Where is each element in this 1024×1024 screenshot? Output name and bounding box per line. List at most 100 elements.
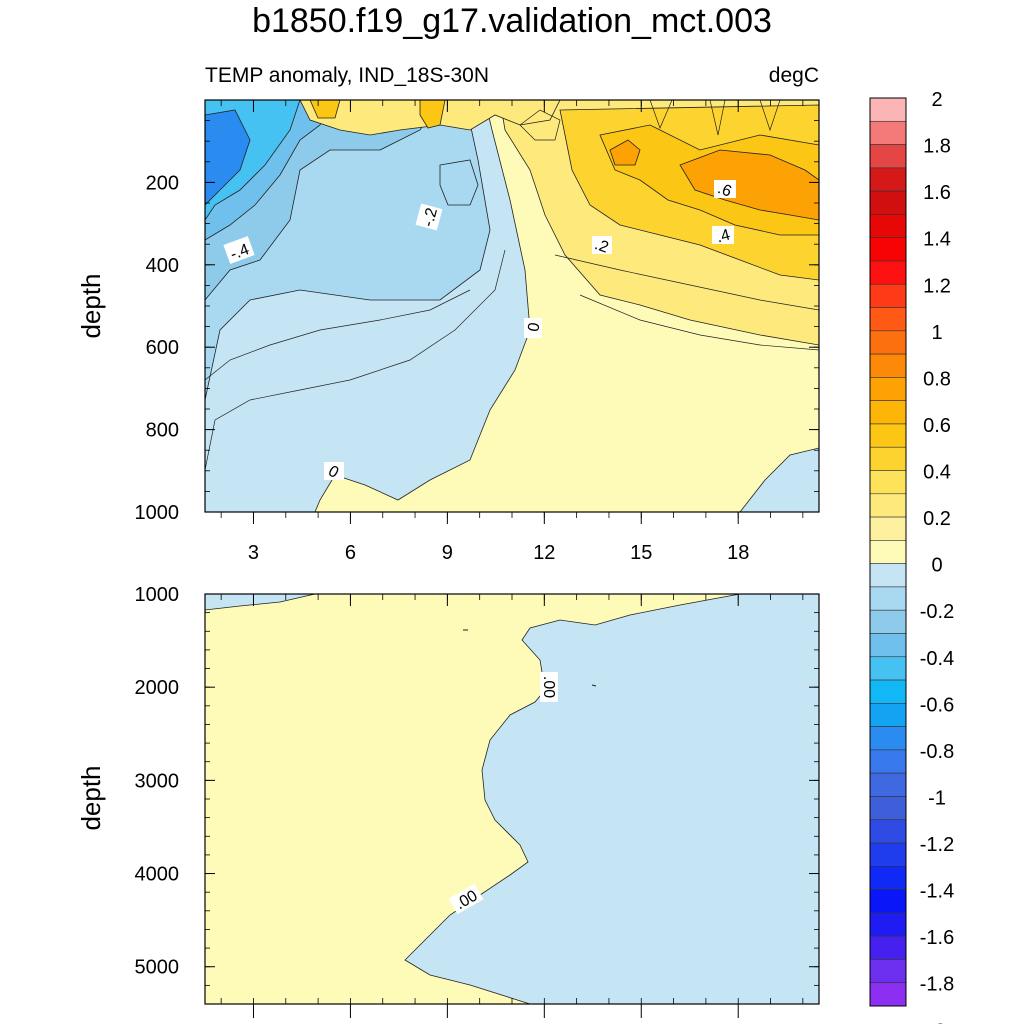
x-tick-label: 9 — [442, 542, 453, 564]
y-tick-label: 3000 — [135, 770, 180, 792]
y-tick-label: 5000 — [135, 957, 180, 979]
colorbar-swatch — [869, 749, 907, 774]
colorbar-swatch — [869, 889, 907, 914]
colorbar-label: -1.2 — [920, 834, 954, 856]
lower-fill-neg0-corner — [205, 594, 316, 611]
colorbar-swatch — [869, 400, 907, 425]
colorbar-label: -2 — [928, 1020, 946, 1024]
colorbar-swatch — [869, 97, 907, 122]
upper-fill-neg-pocket — [439, 159, 479, 206]
contour-label-neg04: -.4 — [228, 241, 251, 263]
colorbar-label: 2 — [931, 89, 942, 111]
colorbar-label: -0.2 — [920, 601, 954, 623]
colorbar-swatch — [869, 540, 907, 564]
colorbar-swatch — [869, 563, 907, 588]
upper-axes-ticks: 200 400 600 800 1000 3 6 9 12 15 18 — [135, 99, 819, 564]
colorbar-label: 1.2 — [923, 275, 951, 297]
colorbar-swatch — [869, 423, 907, 448]
colorbar-swatch — [869, 726, 907, 751]
y-tick-label: 600 — [146, 337, 179, 359]
x-tick-label: 12 — [533, 542, 555, 564]
upper-panel: TEMP anomaly, IND_18S-30N degC — [76, 64, 820, 564]
upper-fill-neg0-corner — [739, 447, 819, 512]
colorbar-swatch — [869, 493, 907, 518]
lower-fill-neg0 — [404, 594, 819, 1004]
colorbar-swatch — [869, 307, 907, 332]
colorbar-swatch — [869, 679, 907, 704]
upper-fill-pos-blob — [609, 139, 641, 166]
colorbar-label: 1.4 — [923, 229, 951, 251]
colorbar-label: -1.8 — [920, 974, 954, 996]
upper-contour-lines — [205, 100, 819, 490]
upper-fill-neg5 — [205, 109, 251, 206]
contour-label-04: .4 — [715, 226, 732, 246]
colorbar-swatch — [869, 144, 907, 169]
colorbar: 2 1.8 1.6 1.4 1.2 1 0.8 0.6 0.4 0.2 0 -0.2 -0.4 -0.6 -… — [869, 89, 954, 1024]
colorbar-swatch — [869, 912, 907, 937]
colorbar-label: 1 — [931, 322, 942, 344]
upper-contour-fill — [205, 100, 819, 512]
colorbar-frame — [869, 97, 907, 1007]
upper-contour-labels: -.4 -.2 0 0 .2 .4 .6 — [223, 180, 736, 482]
colorbar-swatch — [869, 656, 907, 681]
colorbar-label: 0.2 — [923, 508, 951, 530]
colorbar-swatch — [869, 167, 907, 192]
colorbar-label: 0.6 — [923, 415, 951, 437]
y-tick-label: 1000 — [135, 502, 180, 524]
colorbar-swatch — [869, 120, 907, 145]
colorbar-swatch — [869, 959, 907, 984]
y-tick-label: 2000 — [135, 677, 180, 699]
colorbar-swatch — [869, 446, 907, 471]
colorbar-swatch — [869, 842, 907, 867]
colorbar-label: -1.4 — [920, 881, 954, 903]
upper-left-label: TEMP anomaly, IND_18S-30N — [205, 64, 489, 87]
colorbar-swatch — [869, 819, 907, 844]
colorbar-label: -0.4 — [920, 648, 954, 670]
lower-contour-fill — [205, 594, 819, 1004]
lower-panel: .00 .00 1000 2000 3000 4000 5000 depth — [76, 584, 820, 1018]
colorbar-label: -0.6 — [920, 694, 954, 716]
colorbar-swatch — [869, 516, 907, 541]
colorbar-label: 1.8 — [923, 136, 951, 158]
colorbar-swatch — [869, 796, 907, 821]
x-tick-label: 18 — [727, 542, 749, 564]
colorbar-label: -1 — [928, 787, 946, 809]
colorbar-swatch — [869, 353, 907, 378]
colorbar-swatch — [869, 633, 907, 658]
y-tick-label: 4000 — [135, 864, 180, 886]
x-tick-label: 15 — [630, 542, 652, 564]
y-tick-label: 1000 — [135, 584, 180, 606]
contour-label-06: .6 — [715, 180, 733, 201]
upper-ylabel: depth — [76, 273, 106, 338]
colorbar-label: 1.6 — [923, 182, 951, 204]
colorbar-swatch — [869, 609, 907, 634]
x-tick-label: 3 — [248, 542, 259, 564]
colorbar-swatch — [869, 866, 907, 890]
contour-label-02: .2 — [592, 236, 610, 257]
colorbar-swatch — [869, 190, 907, 215]
y-tick-label: 800 — [146, 420, 179, 442]
colorbar-swatch — [869, 214, 907, 238]
upper-units-label: degC — [769, 64, 819, 87]
colorbar-swatch — [869, 237, 907, 262]
colorbar-swatch — [869, 330, 907, 355]
colorbar-swatch — [869, 377, 907, 401]
colorbar-swatch — [869, 935, 907, 960]
upper-fill-pos-top1 — [419, 100, 446, 129]
colorbar-swatch — [869, 260, 907, 285]
chart-title: b1850.f19_g17.validation_mct.003 — [252, 2, 772, 40]
colorbar-swatch — [869, 703, 907, 727]
y-tick-label: 400 — [146, 255, 179, 277]
y-tick-label: 200 — [146, 172, 179, 194]
colorbar-label: 0.4 — [923, 462, 951, 484]
colorbar-swatch — [869, 470, 907, 495]
lower-contour-labels: .00 .00 — [448, 672, 558, 915]
lower-ylabel: depth — [76, 765, 106, 830]
colorbar-swatch — [869, 982, 907, 1007]
colorbar-swatch — [869, 772, 907, 797]
contour-label-neg02: -.2 — [420, 206, 441, 229]
contour-label-0-upper: 0 — [525, 321, 543, 333]
upper-fill-pos-top2 — [309, 100, 341, 119]
colorbar-swatch — [869, 283, 907, 308]
